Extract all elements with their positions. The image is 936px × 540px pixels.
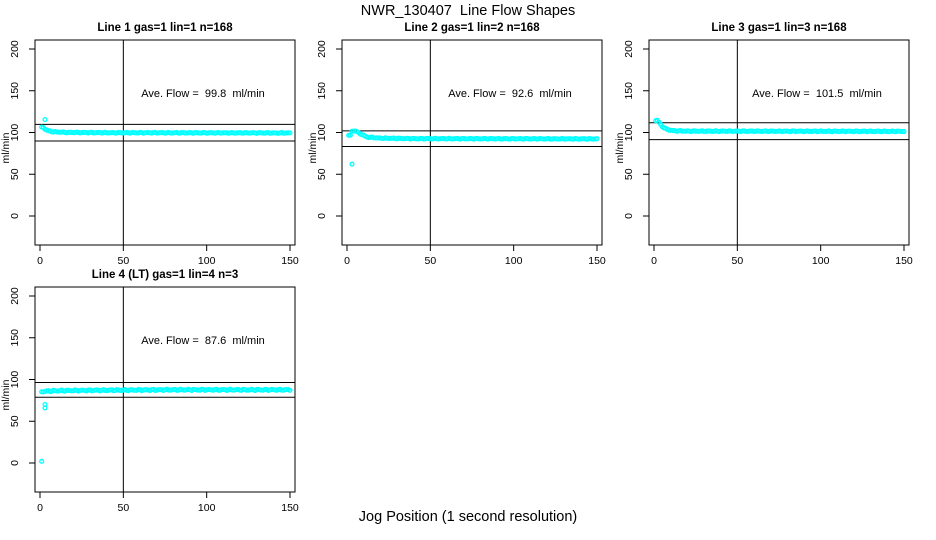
outlier-point	[42, 405, 48, 411]
axis-x: 0 50 100 150	[651, 245, 913, 267]
plot-box	[34, 39, 296, 246]
y-tick-label: 50	[316, 168, 328, 180]
x-tick-label: 150	[281, 502, 299, 514]
panel-line-3: Line 3 gas=1 lin=3 n=168 Ave. Flow = 101…	[614, 22, 913, 267]
panel-title: Line 2 gas=1 lin=2 n=168	[404, 22, 540, 34]
figure-title: NWR_130407 Line Flow Shapes	[360, 3, 576, 19]
ref-lines	[35, 123, 295, 142]
panel-title: Line 1 gas=1 lin=1 n=168	[97, 22, 233, 34]
plot-area: 0 50 100 150 0 50 100 150 200	[316, 39, 606, 267]
plot-area: 0 50 100 150 0 50 100 150 200	[623, 39, 913, 267]
data-point	[287, 387, 293, 393]
y-tick-label: 100	[316, 124, 328, 142]
x-tick-label: 100	[198, 255, 216, 267]
outlier-point	[39, 458, 45, 464]
y-tick-label: 50	[9, 168, 21, 180]
plot-area: 0 50 100 150 0 50 100 150 200	[9, 286, 299, 514]
y-tick-label: 200	[9, 40, 21, 58]
outlier-point	[42, 117, 48, 123]
x-tick-label: 0	[344, 255, 350, 267]
ave-flow-label: Ave. Flow = 87.6 ml/min	[141, 335, 265, 347]
y-tick-label: 0	[9, 460, 21, 466]
axis-y: 0 50 100 150 200	[9, 287, 35, 466]
y-tick-label: 100	[623, 124, 635, 142]
y-tick-label: 150	[623, 82, 635, 100]
y-tick-label: 100	[9, 371, 21, 389]
x-tick-label: 0	[651, 255, 657, 267]
y-axis-label: ml/min	[614, 132, 626, 163]
data-points	[39, 386, 293, 464]
x-axis-label: Jog Position (1 second resolution)	[358, 509, 578, 525]
y-tick-label: 200	[9, 287, 21, 305]
y-tick-label: 100	[9, 124, 21, 142]
data-point	[347, 132, 353, 138]
axis-x: 0 50 100 150	[37, 245, 299, 267]
x-tick-label: 50	[731, 255, 743, 267]
data-point	[901, 129, 907, 135]
x-tick-label: 150	[588, 255, 606, 267]
panel-title: Line 4 (LT) gas=1 lin=4 n=3	[92, 269, 238, 281]
axis-y: 0 50 100 150 200	[316, 40, 342, 219]
axis-y: 0 50 100 150 200	[623, 40, 649, 219]
y-axis-label: ml/min	[307, 132, 319, 163]
x-tick-label: 100	[812, 255, 830, 267]
y-tick-label: 150	[9, 329, 21, 347]
plot-box	[341, 39, 603, 246]
plot-box	[648, 39, 910, 246]
y-tick-label: 150	[9, 82, 21, 100]
ave-flow-label: Ave. Flow = 92.6 ml/min	[448, 88, 572, 100]
y-tick-label: 50	[623, 168, 635, 180]
y-tick-label: 50	[9, 415, 21, 427]
x-tick-label: 100	[198, 502, 216, 514]
panel-title: Line 3 gas=1 lin=3 n=168	[711, 22, 847, 34]
y-tick-label: 0	[316, 213, 328, 219]
axis-x: 0 50 100 150	[37, 492, 299, 514]
axis-y: 0 50 100 150 200	[9, 40, 35, 219]
ref-lines	[342, 130, 602, 147]
ave-flow-label: Ave. Flow = 99.8 ml/min	[141, 88, 265, 100]
panel-line-2: Line 2 gas=1 lin=2 n=168 Ave. Flow = 92.…	[307, 22, 606, 267]
x-tick-label: 100	[505, 255, 523, 267]
outlier-point	[349, 161, 355, 167]
x-tick-label: 50	[424, 255, 436, 267]
x-tick-label: 50	[117, 502, 129, 514]
x-tick-label: 150	[895, 255, 913, 267]
x-tick-label: 50	[117, 255, 129, 267]
y-tick-label: 0	[623, 213, 635, 219]
y-tick-label: 0	[9, 213, 21, 219]
axis-x: 0 50 100 150	[344, 245, 606, 267]
y-tick-label: 200	[316, 40, 328, 58]
ref-lines	[649, 122, 909, 141]
y-axis-label: ml/min	[0, 132, 12, 163]
panel-line-4: Line 4 (LT) gas=1 lin=4 n=3 Ave. Flow = …	[0, 269, 299, 514]
data-points	[39, 117, 293, 136]
x-tick-label: 150	[281, 255, 299, 267]
y-axis-label: ml/min	[0, 379, 12, 410]
data-points	[346, 128, 600, 167]
ave-flow-label: Ave. Flow = 101.5 ml/min	[752, 88, 882, 100]
x-tick-label: 0	[37, 502, 43, 514]
plot-box	[34, 286, 296, 493]
x-tick-label: 0	[37, 255, 43, 267]
data-point	[594, 136, 600, 142]
data-points	[653, 117, 907, 135]
panel-line-1: Line 1 gas=1 lin=1 n=168 Ave. Flow = 99.…	[0, 22, 299, 267]
y-tick-label: 200	[623, 40, 635, 58]
ref-lines	[35, 382, 295, 398]
y-tick-label: 150	[316, 82, 328, 100]
data-point	[287, 130, 293, 136]
plot-area: 0 50 100 150 0 50 100 150 200	[9, 39, 299, 267]
